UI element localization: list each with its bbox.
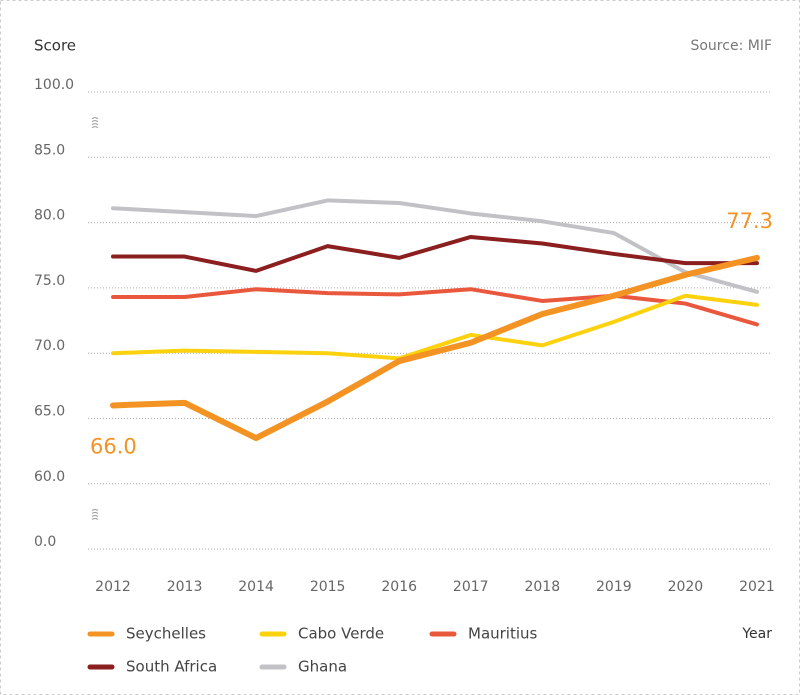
x-tick-label: 2012	[95, 579, 131, 595]
x-tick-label: 2013	[167, 579, 203, 595]
line-series	[111, 287, 759, 327]
x-tick-label: 2014	[238, 579, 274, 595]
axis-break	[91, 117, 99, 120]
y-tick-label: 65.0	[34, 404, 65, 420]
axis-break	[91, 514, 99, 517]
legend-label: Ghana	[298, 658, 347, 676]
legend-label: South Africa	[126, 658, 217, 676]
y-tick-label: 100.0	[34, 77, 74, 93]
line-series	[110, 254, 760, 442]
y-tick-label: 80.0	[34, 208, 65, 224]
axis-break	[91, 517, 99, 520]
y-axis-label: Score	[34, 37, 76, 55]
legend-label: Seychelles	[126, 625, 206, 643]
x-tick-label: 2016	[381, 579, 417, 595]
line-series	[111, 293, 759, 361]
x-tick-label: 2017	[453, 579, 489, 595]
y-tick-label: 85.0	[34, 142, 65, 158]
y-tick-label: 75.0	[34, 273, 65, 289]
legend-label: Cabo Verde	[298, 625, 384, 643]
axis-break	[91, 126, 99, 129]
x-tick-label: 2019	[596, 579, 632, 595]
line-series	[111, 234, 759, 273]
y-tick-label: 0.0	[34, 534, 56, 550]
y-tick-label: 70.0	[34, 338, 65, 354]
data-label: 66.0	[90, 434, 137, 458]
x-tick-label: 2015	[310, 579, 346, 595]
x-tick-label: 2020	[668, 579, 704, 595]
legend-label: Mauritius	[468, 625, 538, 643]
axis-break	[91, 123, 99, 126]
x-tick-label: 2021	[739, 579, 775, 595]
source: Source: MIF	[690, 38, 772, 54]
axis-break	[91, 511, 99, 514]
data-label: 77.3	[726, 209, 773, 233]
y-tick-label: 60.0	[34, 469, 65, 485]
axis-break	[91, 508, 99, 511]
axis-break	[91, 120, 99, 123]
x-tick-label: 2018	[524, 579, 560, 595]
line-series	[111, 198, 759, 294]
x-axis-label: Year	[741, 626, 772, 642]
